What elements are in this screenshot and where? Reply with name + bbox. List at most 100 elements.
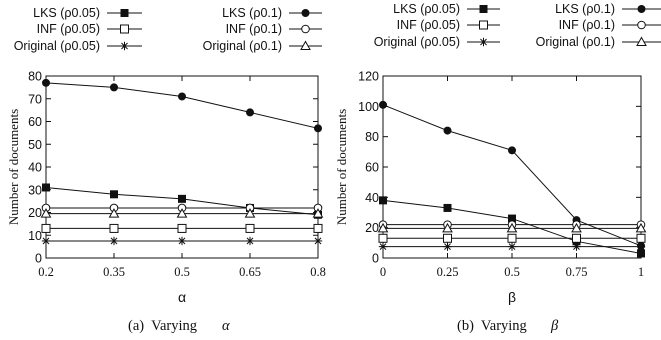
chart-a-y-tick-label: 50 <box>28 138 42 152</box>
chart-a-y-tick-label: 20 <box>28 206 42 220</box>
chart-a-x-tick-label: 0.5 <box>174 265 190 279</box>
chart-b-point <box>377 222 389 233</box>
chart-a-series-5 <box>40 208 324 218</box>
caption-b-prefix: (b) Varying <box>457 318 527 334</box>
chart-a-series <box>40 78 324 246</box>
legend-marker <box>479 37 488 47</box>
legend-b-label-3: INF (ρ0.1) <box>559 18 615 32</box>
legend-b-label-5: Original (ρ0.1) <box>536 35 615 49</box>
chart-a-y-axis-label: Number of documents <box>6 109 21 225</box>
chart-a-y-tick-label: 60 <box>28 115 42 129</box>
chart-a-y-tick-label: 0 <box>35 252 42 266</box>
legend-a-swatch-1 <box>289 9 322 17</box>
chart-b-point <box>442 222 453 233</box>
legend-a-swatch-4 <box>107 41 142 51</box>
chart-a-point <box>40 208 52 218</box>
chart-a-y-tick-label: 10 <box>28 229 42 243</box>
chart-b-point <box>508 146 516 155</box>
legend-a-label-4: Original (ρ0.05) <box>14 39 100 53</box>
legend-a-label-3: INF (ρ0.1) <box>226 22 282 36</box>
chart-b-point <box>572 242 581 251</box>
chart-b-x-ticks: 0 0.25 0.5 0.75 1 <box>380 76 644 279</box>
chart-b-point <box>507 242 517 251</box>
legend-b-item-1: LKS (ρ0.1) <box>555 2 661 16</box>
caption-a: (a) Varying α <box>128 318 230 334</box>
legend-a: LKS (ρ0.05) LKS (ρ0.1) INF (ρ0.05) INF (… <box>14 6 322 53</box>
chart-b-x-tick-label: 0.75 <box>566 265 588 279</box>
legend-b-swatch-5 <box>622 36 661 46</box>
legend-a-swatch-3 <box>289 24 322 34</box>
chart-b-point <box>378 233 388 243</box>
chart-a-point <box>109 236 119 246</box>
legend-marker <box>300 40 311 50</box>
chart-b-point <box>637 249 645 258</box>
chart-b-point <box>636 242 646 251</box>
chart-b-y-tick-label: 120 <box>358 70 379 84</box>
chart-a-point <box>110 83 118 92</box>
chart-a-series-2 <box>41 223 323 233</box>
chart-a-x-tick-label: 0.8 <box>310 265 326 279</box>
caption-b: (b) Varying β <box>457 318 559 334</box>
legend-b-item-4: Original (ρ0.05) <box>374 35 500 49</box>
chart-a-point <box>41 223 51 233</box>
chart-b-x-tick-label: 0 <box>380 265 386 279</box>
chart-b-series-5 <box>377 222 647 233</box>
legend-a-item-0: LKS (ρ0.05) <box>33 6 142 20</box>
legend-b-swatch-4 <box>467 37 500 47</box>
chart-b-point <box>379 100 387 109</box>
chart-a-point <box>108 208 120 218</box>
chart-a-series-1 <box>42 78 322 133</box>
legend-b-label-1: LKS (ρ0.1) <box>555 2 615 16</box>
chart-b-point <box>635 222 647 233</box>
chart-b-x-tick-label: 1 <box>638 265 644 279</box>
chart-a-point <box>313 223 323 233</box>
legend-marker <box>637 20 646 30</box>
chart-b-point <box>508 214 516 223</box>
chart-a-y-ticks: 0 10 20 30 40 50 60 70 80 <box>28 70 318 266</box>
chart-a-point <box>313 236 323 246</box>
chart-b-point <box>378 242 388 251</box>
legend-b-item-5: Original (ρ0.1) <box>536 35 661 49</box>
legend-a-swatch-0 <box>107 9 142 17</box>
chart-a-point <box>178 194 186 203</box>
legend-a-label-1: LKS (ρ0.1) <box>222 6 282 20</box>
chart-b-point <box>379 196 387 205</box>
legend-marker <box>301 9 310 17</box>
legend-a-item-4: Original (ρ0.05) <box>14 39 142 53</box>
chart-b-point <box>636 233 646 243</box>
chart-a-point <box>42 78 50 87</box>
legend-b-item-0: LKS (ρ0.05) <box>393 2 500 16</box>
legend-a-item-3: INF (ρ0.1) <box>226 22 322 36</box>
chart-b-point <box>506 222 518 233</box>
chart-b-point <box>443 233 452 243</box>
chart-a-point <box>110 190 118 199</box>
chart-b-y-ticks: 0 20 40 60 80 100 120 <box>358 70 641 266</box>
chart-a-point <box>244 208 256 218</box>
caption-a-symbol: α <box>222 318 230 334</box>
chart-a-y-tick-label: 40 <box>28 161 42 175</box>
chart-b-y-tick-label: 100 <box>358 100 379 114</box>
chart-a-point <box>177 236 187 246</box>
legend-marker <box>479 5 488 13</box>
legend-marker <box>120 41 129 51</box>
chart-b-y-tick-label: 20 <box>365 221 379 235</box>
chart-b-series-2 <box>378 233 646 243</box>
legend-a-label-5: Original (ρ0.1) <box>203 39 282 53</box>
chart-b-y-axis-label: Number of documents <box>334 109 349 225</box>
chart-a-point <box>178 92 186 101</box>
chart-a-x-tick-label: 0.65 <box>239 265 261 279</box>
chart-b-x-tick-label: 0.25 <box>437 265 459 279</box>
chart-a-series-line-1 <box>45 82 319 129</box>
chart-a-y-tick-label: 80 <box>28 70 42 84</box>
legend-b-swatch-2 <box>467 20 500 30</box>
chart-a-point <box>41 236 51 246</box>
chart-a-y-tick-label: 30 <box>28 183 42 197</box>
chart-a-x-ticks: 0.2 0.35 0.5 0.65 0.8 <box>38 76 326 279</box>
legend-a-item-5: Original (ρ0.1) <box>203 39 322 53</box>
chart-b-point <box>571 222 582 233</box>
chart-a-point <box>245 236 255 246</box>
legend-b-label-2: INF (ρ0.05) <box>397 18 460 32</box>
legend-a-label-2: INF (ρ0.05) <box>37 22 100 36</box>
chart-b-y-tick-label: 0 <box>372 252 379 266</box>
